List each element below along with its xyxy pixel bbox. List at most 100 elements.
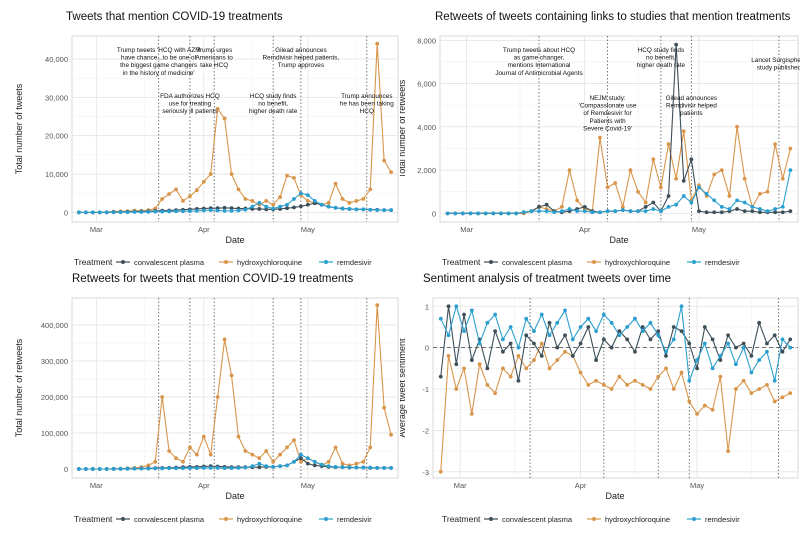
point-hydroxychloroquine bbox=[278, 195, 282, 199]
plot-area bbox=[439, 35, 799, 223]
series-line-remdesivir bbox=[78, 192, 392, 213]
point-remdesivir bbox=[222, 466, 227, 470]
point-hydroxychloroquine bbox=[201, 434, 206, 439]
series-line-convalescent-plasma bbox=[440, 306, 791, 381]
point-remdesivir bbox=[292, 459, 296, 464]
point-remdesivir bbox=[298, 191, 303, 196]
point-remdesivir bbox=[111, 210, 116, 215]
legend-label: convalescent plasma bbox=[134, 515, 205, 524]
point-hydroxychloroquine bbox=[446, 354, 451, 358]
point-remdesivir bbox=[567, 207, 572, 211]
point-hydroxychloroquine bbox=[167, 449, 172, 453]
point-remdesivir bbox=[326, 204, 331, 209]
annotation-line: Gilead announces bbox=[275, 47, 327, 54]
point-remdesivir bbox=[757, 358, 762, 362]
point-remdesivir bbox=[570, 337, 575, 342]
x-tick-label: Apr bbox=[198, 481, 210, 490]
point-remdesivir bbox=[500, 337, 505, 342]
point-hydroxychloroquine bbox=[271, 459, 276, 464]
point-remdesivir bbox=[666, 204, 671, 209]
point-hydroxychloroquine bbox=[609, 387, 614, 391]
point-remdesivir bbox=[532, 329, 536, 334]
point-remdesivir bbox=[326, 464, 331, 469]
series-remdesivir bbox=[77, 191, 393, 215]
point-hydroxychloroquine bbox=[347, 200, 352, 205]
legend-item-remdesivir: remdesivir bbox=[319, 258, 372, 267]
annotation-line: 'Compassionate use bbox=[579, 103, 637, 110]
point-remdesivir bbox=[194, 208, 199, 213]
point-remdesivir bbox=[77, 210, 81, 215]
point-convalescent-plasma bbox=[687, 341, 692, 346]
point-hydroxychloroquine bbox=[292, 175, 296, 180]
legend-swatch-point bbox=[224, 517, 228, 521]
point-convalescent-plasma bbox=[617, 329, 622, 334]
point-hydroxychloroquine bbox=[389, 170, 393, 175]
point-remdesivir bbox=[695, 358, 699, 362]
point-hydroxychloroquine bbox=[222, 116, 227, 121]
series-line-hydroxychloroquine bbox=[440, 342, 791, 472]
point-remdesivir bbox=[499, 211, 503, 216]
point-remdesivir bbox=[97, 210, 102, 215]
x-tick-label: May bbox=[692, 225, 706, 234]
point-hydroxychloroquine bbox=[326, 459, 331, 464]
annotation-line: seriously ill patients bbox=[162, 108, 217, 115]
point-remdesivir bbox=[613, 209, 618, 214]
point-remdesivir bbox=[111, 467, 116, 471]
point-remdesivir bbox=[656, 333, 661, 338]
legend-label: hydroxychloroquine bbox=[237, 515, 302, 524]
point-hydroxychloroquine bbox=[674, 176, 679, 181]
point-hydroxychloroquine bbox=[735, 124, 739, 129]
point-convalescent-plasma bbox=[772, 333, 777, 338]
point-hydroxychloroquine bbox=[773, 142, 778, 147]
point-hydroxychloroquine bbox=[658, 185, 663, 190]
point-hydroxychloroquine bbox=[174, 187, 178, 192]
point-convalescent-plasma bbox=[780, 349, 785, 354]
legend-swatch-point bbox=[121, 260, 125, 264]
point-remdesivir bbox=[710, 366, 715, 371]
legend-item-hydroxychloroquine: hydroxychloroquine bbox=[587, 258, 670, 267]
point-remdesivir bbox=[664, 349, 668, 354]
legend-swatch-point bbox=[592, 260, 596, 264]
point-hydroxychloroquine bbox=[586, 382, 591, 387]
point-hydroxychloroquine bbox=[243, 449, 248, 453]
point-remdesivir bbox=[681, 194, 686, 198]
chart-tweets: Tweets that mention COVID-19 treatments 0… bbox=[14, 11, 399, 267]
series-remdesivir bbox=[438, 304, 793, 383]
point-convalescent-plasma bbox=[681, 179, 686, 183]
point-hydroxychloroquine bbox=[462, 366, 466, 371]
annotation-line: Trump urges bbox=[196, 47, 232, 54]
point-hydroxychloroquine bbox=[160, 395, 165, 399]
x-tick-label: May bbox=[301, 481, 315, 490]
point-remdesivir bbox=[460, 211, 465, 216]
point-convalescent-plasma bbox=[712, 210, 717, 215]
legend-label: hydroxychloroquine bbox=[237, 258, 302, 267]
legend-item-convalescent-plasma: convalescent plasma bbox=[116, 515, 205, 524]
point-remdesivir bbox=[462, 329, 466, 334]
point-hydroxychloroquine bbox=[264, 199, 269, 203]
chart-title: Tweets that mention COVID-19 treatments bbox=[66, 11, 283, 23]
point-hydroxychloroquine bbox=[788, 146, 793, 151]
point-hydroxychloroquine bbox=[250, 199, 255, 203]
point-remdesivir bbox=[636, 209, 640, 214]
point-hydroxychloroquine bbox=[361, 197, 366, 201]
point-remdesivir bbox=[208, 466, 213, 470]
point-remdesivir bbox=[508, 325, 513, 329]
point-convalescent-plasma bbox=[586, 325, 591, 329]
point-hydroxychloroquine bbox=[333, 181, 338, 186]
x-tick-label: Mar bbox=[460, 225, 473, 234]
point-convalescent-plasma bbox=[454, 362, 459, 367]
point-convalescent-plasma bbox=[563, 333, 567, 338]
chart-sentiment: Sentiment analysis of treatment tweets o… bbox=[397, 273, 799, 524]
x-tick-label: Mar bbox=[454, 481, 467, 490]
point-remdesivir bbox=[485, 320, 490, 325]
annotation-2: NEJM study: 'Compassionate use of Remdesiv… bbox=[579, 95, 637, 132]
point-hydroxychloroquine bbox=[741, 378, 746, 383]
point-remdesivir bbox=[215, 466, 220, 470]
point-hydroxychloroquine bbox=[666, 142, 671, 147]
point-hydroxychloroquine bbox=[257, 456, 262, 461]
point-remdesivir bbox=[617, 333, 622, 338]
point-hydroxychloroquine bbox=[651, 157, 656, 162]
point-remdesivir bbox=[468, 211, 473, 216]
point-remdesivir bbox=[491, 211, 496, 216]
point-remdesivir bbox=[132, 466, 137, 471]
